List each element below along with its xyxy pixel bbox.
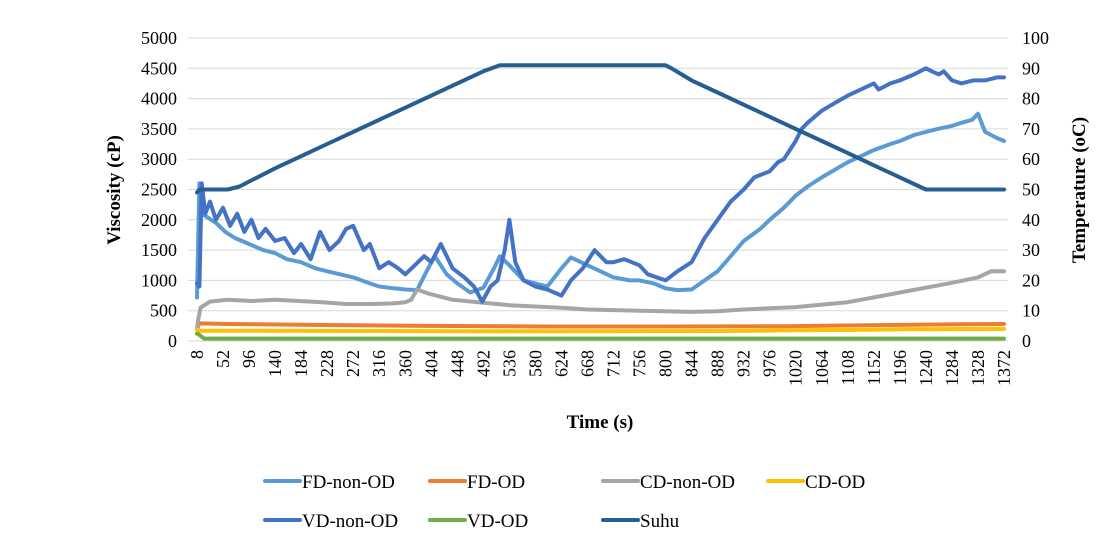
x-tick-label: 800	[656, 350, 676, 377]
right-axis-ticks: 0 10 20 30 40 50 60 70 80 90 100	[1022, 28, 1049, 351]
x-tick-label: 1240	[916, 350, 936, 386]
y2-tick-label: 80	[1022, 89, 1040, 109]
x-tick-label: 844	[682, 350, 702, 377]
y-tick-label: 2000	[141, 210, 177, 230]
x-tick-label: 1108	[838, 350, 858, 385]
x-tick-label: 1196	[890, 350, 910, 385]
y2-tick-label: 20	[1022, 270, 1040, 290]
left-axis-ticks: 0 500 1000 1500 2000 2500 3000 3500 4000 4500 5000	[141, 28, 177, 351]
legend-item: VD-OD	[428, 511, 528, 532]
x-tick-label: 1020	[786, 350, 806, 386]
y-tick-label: 2500	[141, 180, 177, 200]
x-tick-label: 272	[343, 350, 363, 377]
y2-axis-title: Temperature (oC)	[1069, 117, 1090, 263]
legend-label: FD-non-OD	[302, 472, 395, 493]
y-tick-label: 3500	[141, 119, 177, 139]
x-tick-label: 448	[447, 350, 467, 377]
legend-item: CD-non-OD	[601, 472, 735, 493]
legend-label: CD-OD	[805, 472, 865, 493]
y2-tick-label: 40	[1022, 210, 1040, 230]
y-tick-label: 5000	[141, 28, 177, 48]
series-vd-non-od	[195, 66, 1006, 304]
x-tick-label: 404	[421, 350, 441, 377]
x-tick-label: 8	[187, 350, 207, 359]
x-axis-ticks: 8 52 96 140 184 228 272 316 360 404 448 492 536 580 62…	[187, 350, 1014, 386]
y-tick-label: 3000	[141, 149, 177, 169]
y-tick-label: 4500	[141, 58, 177, 78]
legend-label: VD-non-OD	[302, 511, 398, 532]
x-tick-label: 888	[708, 350, 728, 377]
x-tick-label: 624	[551, 350, 571, 377]
series-vd-od	[195, 331, 1006, 341]
legend-item: VD-non-OD	[263, 511, 398, 532]
x-tick-label: 976	[760, 350, 780, 377]
x-tick-label: 1284	[942, 350, 962, 386]
series-fd-od	[195, 321, 1006, 331]
legend-label: VD-OD	[467, 511, 528, 532]
x-tick-label: 668	[577, 350, 597, 377]
y2-tick-label: 30	[1022, 240, 1040, 260]
x-tick-label: 1152	[864, 350, 884, 385]
x-tick-label: 52	[213, 350, 233, 368]
legend-item: FD-OD	[428, 472, 525, 493]
x-tick-label: 536	[499, 350, 519, 377]
y2-tick-label: 100	[1022, 28, 1049, 48]
y2-tick-label: 10	[1022, 301, 1040, 321]
x-tick-label: 360	[395, 350, 415, 377]
y2-tick-label: 60	[1022, 149, 1040, 169]
x-tick-label: 932	[734, 350, 754, 377]
x-tick-label: 1372	[994, 350, 1014, 386]
legend-label: Suhu	[640, 511, 680, 532]
x-axis-title: Time (s)	[567, 412, 634, 433]
series-cd-non-od	[195, 269, 1006, 331]
legend-item: FD-non-OD	[263, 472, 395, 493]
legend-label: CD-non-OD	[640, 472, 735, 493]
x-tick-label: 492	[473, 350, 493, 377]
y-tick-label: 4000	[141, 89, 177, 109]
y-tick-label: 1000	[141, 270, 177, 290]
y2-tick-label: 90	[1022, 58, 1040, 78]
y2-tick-label: 70	[1022, 119, 1040, 139]
x-tick-label: 228	[317, 350, 337, 377]
x-tick-label: 96	[239, 350, 259, 368]
y2-tick-label: 0	[1022, 331, 1031, 351]
x-tick-label: 184	[291, 350, 311, 377]
x-tick-label: 580	[525, 350, 545, 377]
legend: FD-non-OD FD-OD CD-non-OD CD-OD VD-non-OD VD-…	[263, 472, 865, 532]
y-tick-label: 500	[150, 301, 177, 321]
y-tick-label: 0	[168, 331, 177, 351]
legend-item: CD-OD	[766, 472, 865, 493]
series-cd-od	[195, 326, 1006, 334]
x-tick-label: 1064	[812, 350, 832, 386]
x-tick-label: 316	[369, 350, 389, 377]
x-tick-label: 1328	[968, 350, 988, 386]
x-tick-label: 140	[265, 350, 285, 377]
series-suhu	[195, 63, 1006, 195]
legend-label: FD-OD	[467, 472, 525, 493]
x-tick-label: 712	[604, 350, 624, 377]
x-tick-label: 756	[630, 350, 650, 377]
series-lines	[195, 63, 1006, 341]
y-tick-label: 1500	[141, 240, 177, 260]
legend-item: Suhu	[601, 511, 680, 532]
y2-tick-label: 50	[1022, 180, 1040, 200]
y-axis-title: Viscosity (cP)	[104, 135, 125, 245]
series-fd-non-od	[195, 111, 1006, 300]
gridlines	[188, 37, 1008, 342]
